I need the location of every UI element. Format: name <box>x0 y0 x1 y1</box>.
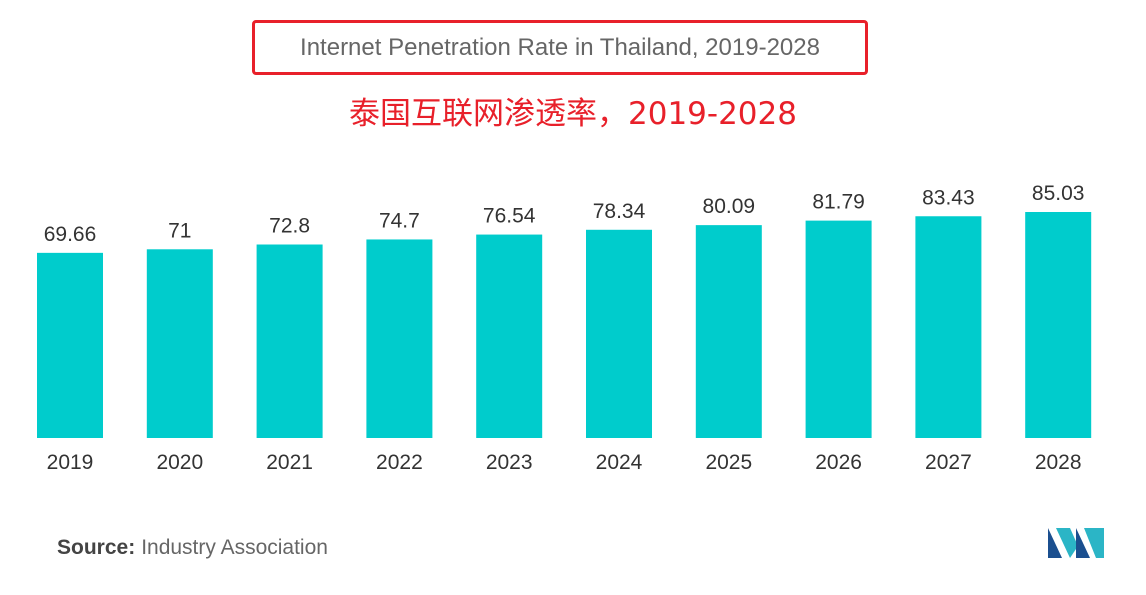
data-label-2019: 69.66 <box>44 223 97 246</box>
source-value: Industry Association <box>141 536 328 559</box>
source-label: Source: <box>57 536 136 559</box>
bar-2024 <box>586 229 652 438</box>
data-label-2024: 78.34 <box>593 200 646 223</box>
data-label-2022: 74.7 <box>379 209 420 232</box>
data-label-2020: 71 <box>168 219 191 242</box>
x-tick-label-2027: 2027 <box>925 451 972 474</box>
bar-2020 <box>146 249 213 438</box>
x-tick-label-2023: 2023 <box>486 451 533 474</box>
source-note: Source: Industry Association <box>57 536 328 560</box>
data-label-2026: 81.79 <box>812 191 865 214</box>
bar-2021 <box>256 244 323 438</box>
x-tick-label-2021: 2021 <box>266 451 313 474</box>
bar-2019 <box>37 252 103 438</box>
mordor-logo-icon <box>1048 528 1104 558</box>
chart-title: Internet Penetration Rate in Thailand, 2… <box>300 33 820 61</box>
x-tick-label-2024: 2024 <box>596 451 643 474</box>
x-tick-label-2028: 2028 <box>1035 451 1082 474</box>
bar-2025 <box>695 225 762 438</box>
bar-2022 <box>366 239 433 438</box>
bar-2026 <box>805 220 872 438</box>
x-tick-label-2022: 2022 <box>376 451 423 474</box>
data-label-2023: 76.54 <box>483 205 536 228</box>
bar-2023 <box>476 234 543 438</box>
x-tick-label-2025: 2025 <box>705 451 752 474</box>
x-tick-label-2019: 2019 <box>47 451 94 474</box>
data-label-2021: 72.8 <box>269 215 310 238</box>
data-label-2028: 85.03 <box>1032 182 1085 205</box>
x-tick-label-2020: 2020 <box>156 451 203 474</box>
data-label-2025: 80.09 <box>703 195 756 218</box>
bar-2028 <box>1025 212 1092 438</box>
chart-subtitle: 泰国互联网渗透率，2019-2028 <box>349 96 797 132</box>
chart-title-box: Internet Penetration Rate in Thailand, 2… <box>252 20 868 75</box>
data-label-2027: 83.43 <box>922 186 975 209</box>
x-tick-label-2026: 2026 <box>815 451 862 474</box>
bar-2027 <box>915 216 982 438</box>
